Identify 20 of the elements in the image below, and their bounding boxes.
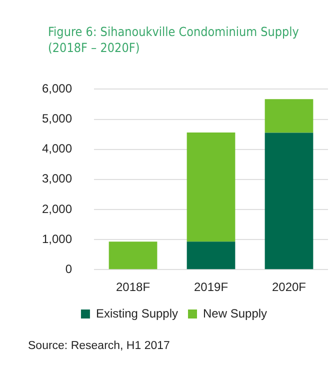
- bar: [264, 132, 314, 270]
- y-tick-label: 4,000: [42, 142, 72, 156]
- text: Figure 6: Sihanoukville Condominium Supply: [48, 24, 299, 39]
- x-tick-label: 2018F: [116, 280, 150, 294]
- bar: [186, 242, 236, 270]
- y-tick-label: 3,000: [42, 172, 72, 186]
- x-tick-label: 2020F: [272, 280, 306, 294]
- bar: [264, 99, 314, 133]
- y-tick-label: 5,000: [42, 112, 72, 126]
- y-tick-label: 1,000: [42, 232, 72, 246]
- y-tick-label: 6,000: [42, 82, 72, 96]
- legend-label: Existing Supply: [96, 306, 178, 320]
- bar: [186, 132, 236, 242]
- x-tick-label: 2019F: [194, 280, 228, 294]
- bar: [108, 242, 158, 270]
- text: (2018F – 2020F): [48, 40, 140, 55]
- y-tick-label: 2,000: [42, 202, 72, 216]
- legend-label: New Supply: [203, 306, 268, 320]
- source-note: Source: Research, H1 2017: [28, 340, 170, 352]
- y-tick-label: 0: [65, 262, 72, 276]
